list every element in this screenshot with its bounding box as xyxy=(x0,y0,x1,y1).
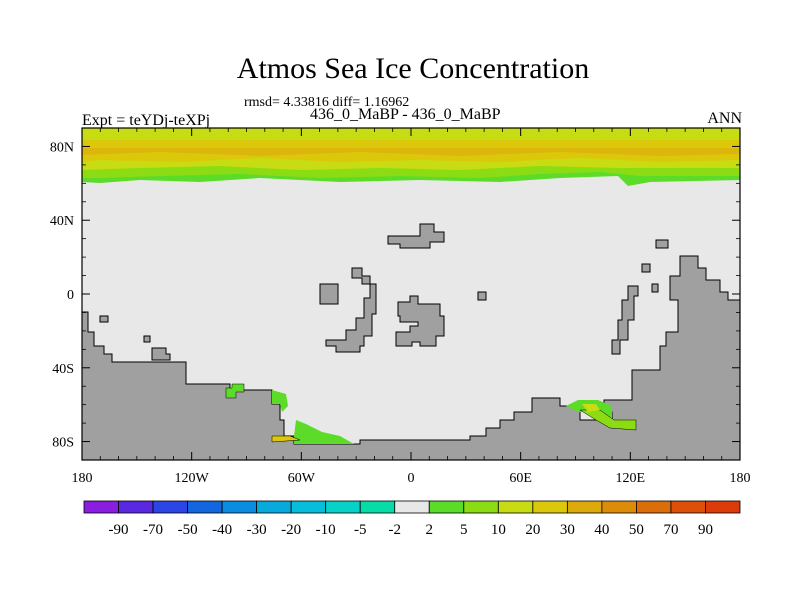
land-island-north-c xyxy=(641,263,651,273)
colorbar-label: 30 xyxy=(560,522,575,538)
colorbar-segment xyxy=(428,500,465,514)
land-east-peninsula xyxy=(611,285,639,355)
x-tick-label: 60W xyxy=(288,471,316,486)
colorbar-label: -50 xyxy=(178,522,198,538)
experiment-label: Expt = teYDj-teXPj xyxy=(82,112,211,129)
land-island-north-d xyxy=(651,283,659,293)
colorbar-segment xyxy=(705,500,741,514)
x-tick-labels: 180 120W 60W 0 60E 120E 180 xyxy=(72,471,751,486)
x-tick-label: 180 xyxy=(72,471,93,486)
x-tick-label: 60E xyxy=(509,471,532,486)
colorbar-label: 10 xyxy=(491,522,506,538)
land-island-west-a xyxy=(99,315,109,323)
colorbar-segment xyxy=(187,500,223,514)
arctic-band-core-high xyxy=(82,148,740,156)
colorbar-segment xyxy=(532,500,568,514)
colorbar-label: 40 xyxy=(594,522,609,538)
season-label: ANN xyxy=(707,110,742,127)
colorbar-segment xyxy=(290,500,327,514)
x-tick-label: 120E xyxy=(616,471,646,486)
land-island-west-c xyxy=(151,347,171,361)
colorbar-labels: -90 -70 -50 -40 -30 -20 -10 -5 -2 2 5 10 20 30 40 50 70 9… xyxy=(109,522,713,538)
colorbar-label: -30 xyxy=(247,522,267,538)
y-tick-label: 40S xyxy=(52,362,74,377)
colorbar-segment xyxy=(497,500,534,514)
colorbar-segment xyxy=(566,500,603,514)
colorbar-label: 20 xyxy=(525,522,540,538)
colorbar-label: 5 xyxy=(460,522,468,538)
colorbar-label: -5 xyxy=(354,522,367,538)
south-patch-a xyxy=(225,383,245,399)
x-tick-label: 120W xyxy=(175,471,210,486)
colorbar-label: 50 xyxy=(629,522,644,538)
colorbar-segment xyxy=(359,500,396,514)
colorbar-segment xyxy=(221,500,258,514)
south-patch-c xyxy=(294,420,354,444)
colorbar-label: -2 xyxy=(388,522,401,538)
land-island-west-b xyxy=(143,335,151,343)
major-ticks xyxy=(81,128,741,460)
south-patch-b xyxy=(272,390,288,412)
colorbar-label: -10 xyxy=(316,522,336,538)
stats-line: rmsd= 4.33816 diff= 1.16962 xyxy=(244,95,410,110)
chart-title: Atmos Sea Ice Concentration xyxy=(236,52,590,85)
colorbar-segment xyxy=(394,500,430,514)
colorbar-label: -20 xyxy=(281,522,301,538)
south-patch-c-inner xyxy=(271,435,301,443)
land-island-center-b xyxy=(319,283,339,305)
y-tick-label: 80S xyxy=(52,436,74,451)
south-patch-e xyxy=(579,409,637,431)
land-island-north-a xyxy=(387,223,445,249)
colorbar-segment xyxy=(118,500,154,514)
x-tick-label: 180 xyxy=(730,471,751,486)
colorbar-segment xyxy=(83,500,119,514)
land-island-center-a xyxy=(325,267,377,353)
land-island-north-b xyxy=(655,239,669,249)
x-tick-label: 0 xyxy=(408,471,415,486)
southern-ice-field xyxy=(225,383,637,444)
colorbar-segment xyxy=(152,500,188,514)
y-tick-label: 40N xyxy=(50,214,74,229)
colorbar-segment xyxy=(256,500,292,514)
colorbar-segment xyxy=(601,500,637,514)
arctic-ice-field xyxy=(82,128,740,186)
colorbar-segment xyxy=(636,500,672,514)
y-tick-labels: 80N 40N 0 40S 80S xyxy=(50,140,74,450)
colorbar-label: -70 xyxy=(143,522,163,538)
land-island-center-c xyxy=(395,295,445,347)
colorbar-segment xyxy=(463,500,499,514)
colorbar xyxy=(83,500,741,514)
land-island-center-d xyxy=(477,291,487,301)
y-tick-label: 0 xyxy=(67,288,74,303)
colorbar-label: 2 xyxy=(426,522,434,538)
period-label: 436_0_MaBP - 436_0_MaBP xyxy=(310,106,501,123)
colorbar-label: -40 xyxy=(212,522,232,538)
y-tick-label: 80N xyxy=(50,140,74,155)
colorbar-segment xyxy=(325,500,361,514)
colorbar-label: -90 xyxy=(109,522,129,538)
colorbar-segment xyxy=(670,500,706,514)
colorbar-label: 70 xyxy=(663,522,678,538)
minor-ticks xyxy=(82,127,740,461)
colorbar-label: 90 xyxy=(698,522,713,538)
south-patch-f xyxy=(582,404,600,412)
